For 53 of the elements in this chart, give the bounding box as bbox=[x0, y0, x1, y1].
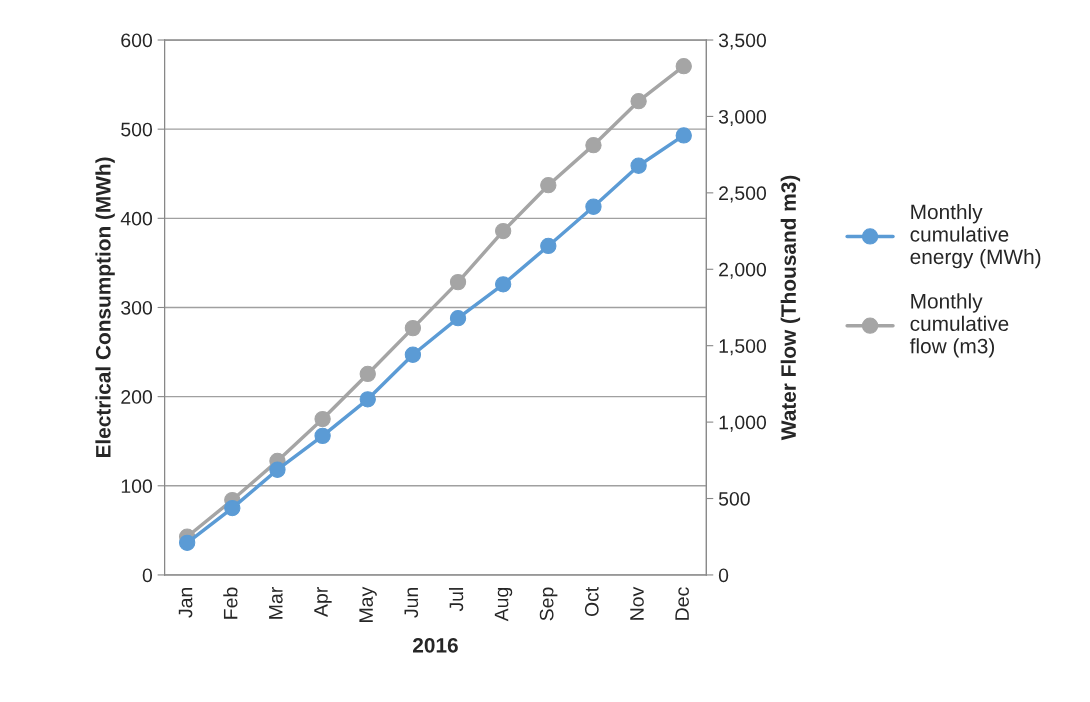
point bbox=[540, 237, 557, 255]
point bbox=[540, 177, 557, 194]
point bbox=[449, 273, 467, 291]
y2-tick-label: 3,000 bbox=[718, 109, 767, 126]
x-tick-label: Sep bbox=[539, 587, 558, 621]
x-tick-label: Jul bbox=[448, 588, 464, 612]
y-axis-title: Electrical Consumption (MWh) bbox=[95, 157, 115, 458]
point bbox=[404, 319, 422, 337]
x-tick-label: Jan bbox=[178, 588, 193, 618]
point bbox=[495, 222, 512, 240]
point bbox=[269, 461, 286, 478]
x-tick-label: Aug bbox=[494, 587, 513, 622]
point bbox=[359, 391, 376, 408]
y2-tick-label: 1,500 bbox=[719, 339, 767, 356]
y-tick-label: 500 bbox=[121, 122, 153, 137]
point bbox=[404, 346, 422, 363]
y-tick-label: 100 bbox=[121, 479, 153, 494]
point bbox=[224, 499, 241, 517]
point bbox=[675, 57, 692, 75]
y2-tick-label: 3,500 bbox=[718, 33, 767, 50]
x-tick-label: Nov bbox=[630, 586, 644, 620]
x-tick-label: Feb bbox=[223, 587, 238, 619]
point bbox=[585, 198, 602, 215]
point bbox=[314, 410, 331, 428]
x-tick-label: Oct bbox=[584, 586, 599, 617]
y-tick-label: 0 bbox=[142, 568, 153, 583]
x-axis-title: 2016 bbox=[413, 637, 458, 653]
x-tick-label: Dec bbox=[675, 587, 689, 620]
y2-axis-title: Water Flow (Thousand m3) bbox=[780, 175, 801, 441]
y2-tick-label: 500 bbox=[718, 491, 750, 506]
y-tick-label: 400 bbox=[120, 211, 153, 226]
x-tick-label: May bbox=[359, 586, 377, 622]
y-tick-label: 600 bbox=[121, 33, 153, 48]
point bbox=[630, 157, 647, 174]
legend-label: Monthly cumulative energy (MWh) bbox=[910, 204, 1041, 269]
x-tick-label: Apr bbox=[314, 587, 332, 617]
x-tick-label: Mar bbox=[269, 587, 283, 619]
point bbox=[359, 365, 376, 383]
point bbox=[314, 427, 331, 445]
point bbox=[585, 137, 602, 154]
point bbox=[630, 92, 647, 110]
y2-tick-label: 0 bbox=[718, 568, 729, 583]
y-tick-label: 200 bbox=[121, 390, 153, 404]
point bbox=[495, 276, 512, 293]
legend-label: Monthly cumulative flow (m3) bbox=[909, 293, 1009, 358]
y2-tick-label: 1,000 bbox=[719, 415, 767, 432]
y-tick-label: 300 bbox=[121, 300, 153, 315]
y2-tick-label: 2,000 bbox=[719, 262, 767, 279]
y2-tick-label: 2,500 bbox=[719, 186, 767, 203]
point bbox=[675, 127, 692, 144]
point bbox=[449, 310, 467, 327]
x-tick-label: Jun bbox=[404, 588, 419, 618]
point bbox=[179, 534, 196, 551]
